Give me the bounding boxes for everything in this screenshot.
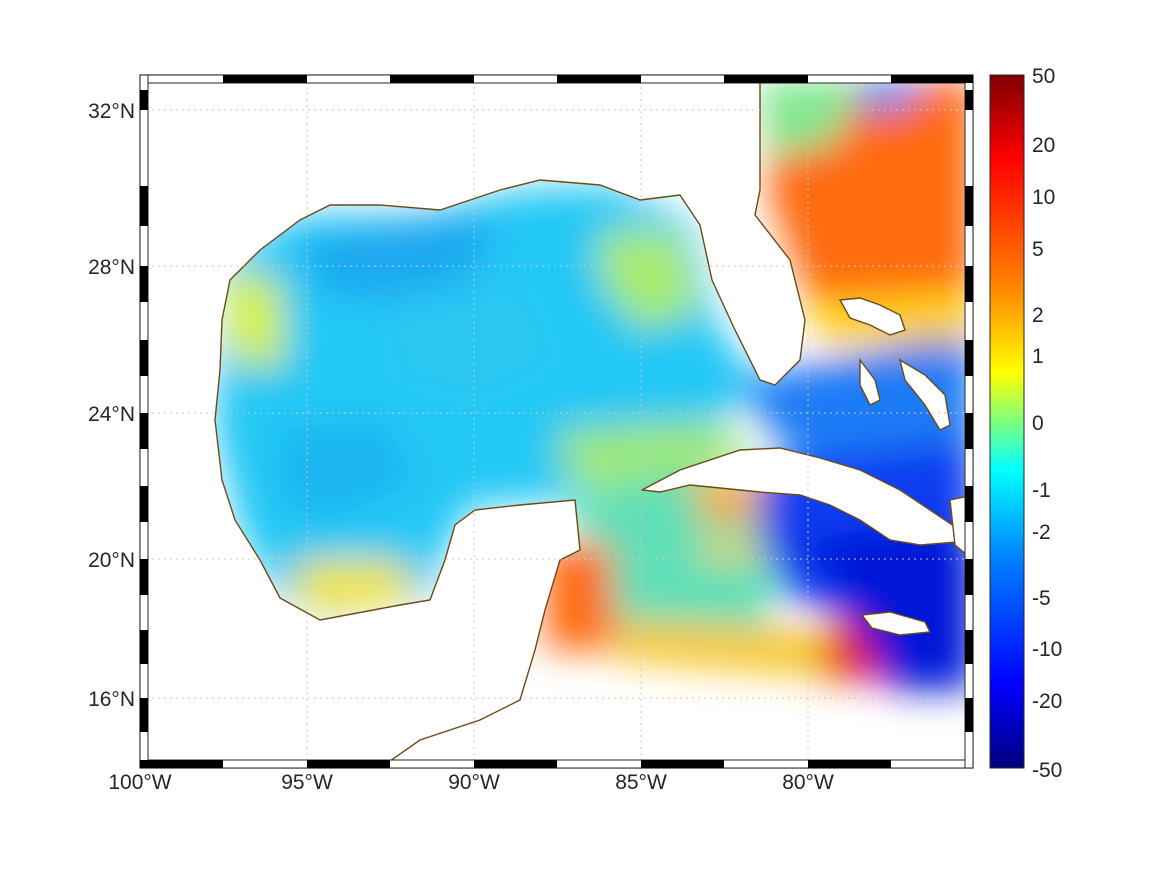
lon-tick-100: 100°W xyxy=(108,771,172,794)
lon-tick-90: 90°W xyxy=(448,771,500,794)
map-frame xyxy=(139,74,974,769)
colorbar-tick-20: 20 xyxy=(1032,134,1056,157)
colorbar-tick-0: 0 xyxy=(1032,412,1044,435)
colorbar-tick-m1: -1 xyxy=(1032,479,1051,502)
colorbar-tick-2: 2 xyxy=(1032,304,1044,327)
lat-tick-20: 20°N xyxy=(88,549,135,572)
lat-tick-32: 32°N xyxy=(88,100,135,123)
lon-tick-85: 85°W xyxy=(615,771,667,794)
colorbar-tick-m5: -5 xyxy=(1032,587,1051,610)
colorbar-tick-10: 10 xyxy=(1032,186,1056,209)
colorbar-tick-5: 5 xyxy=(1032,238,1044,261)
colorbar-tick-1: 1 xyxy=(1032,345,1044,368)
gridlines xyxy=(140,75,973,768)
lon-tick-95: 95°W xyxy=(281,771,333,794)
data-field xyxy=(140,75,973,768)
colorbar-tick-50: 50 xyxy=(1032,65,1056,88)
lon-tick-80: 80°W xyxy=(782,771,834,794)
colorbar-tick-m20: -20 xyxy=(1032,690,1063,713)
lat-tick-28: 28°N xyxy=(88,256,135,279)
lat-tick-24: 24°N xyxy=(88,403,135,426)
colorbar xyxy=(989,74,1025,769)
colorbar-tick-m10: -10 xyxy=(1032,638,1063,661)
colorbar-tick-m50: -50 xyxy=(1032,759,1063,782)
colorbar-tick-m2: -2 xyxy=(1032,521,1051,544)
lat-tick-16: 16°N xyxy=(88,688,135,711)
